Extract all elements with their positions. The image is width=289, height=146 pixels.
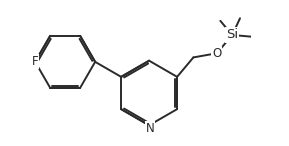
Text: Si: Si [226, 28, 238, 41]
Text: N: N [145, 122, 154, 135]
Text: O: O [212, 47, 221, 60]
Text: F: F [32, 55, 38, 68]
